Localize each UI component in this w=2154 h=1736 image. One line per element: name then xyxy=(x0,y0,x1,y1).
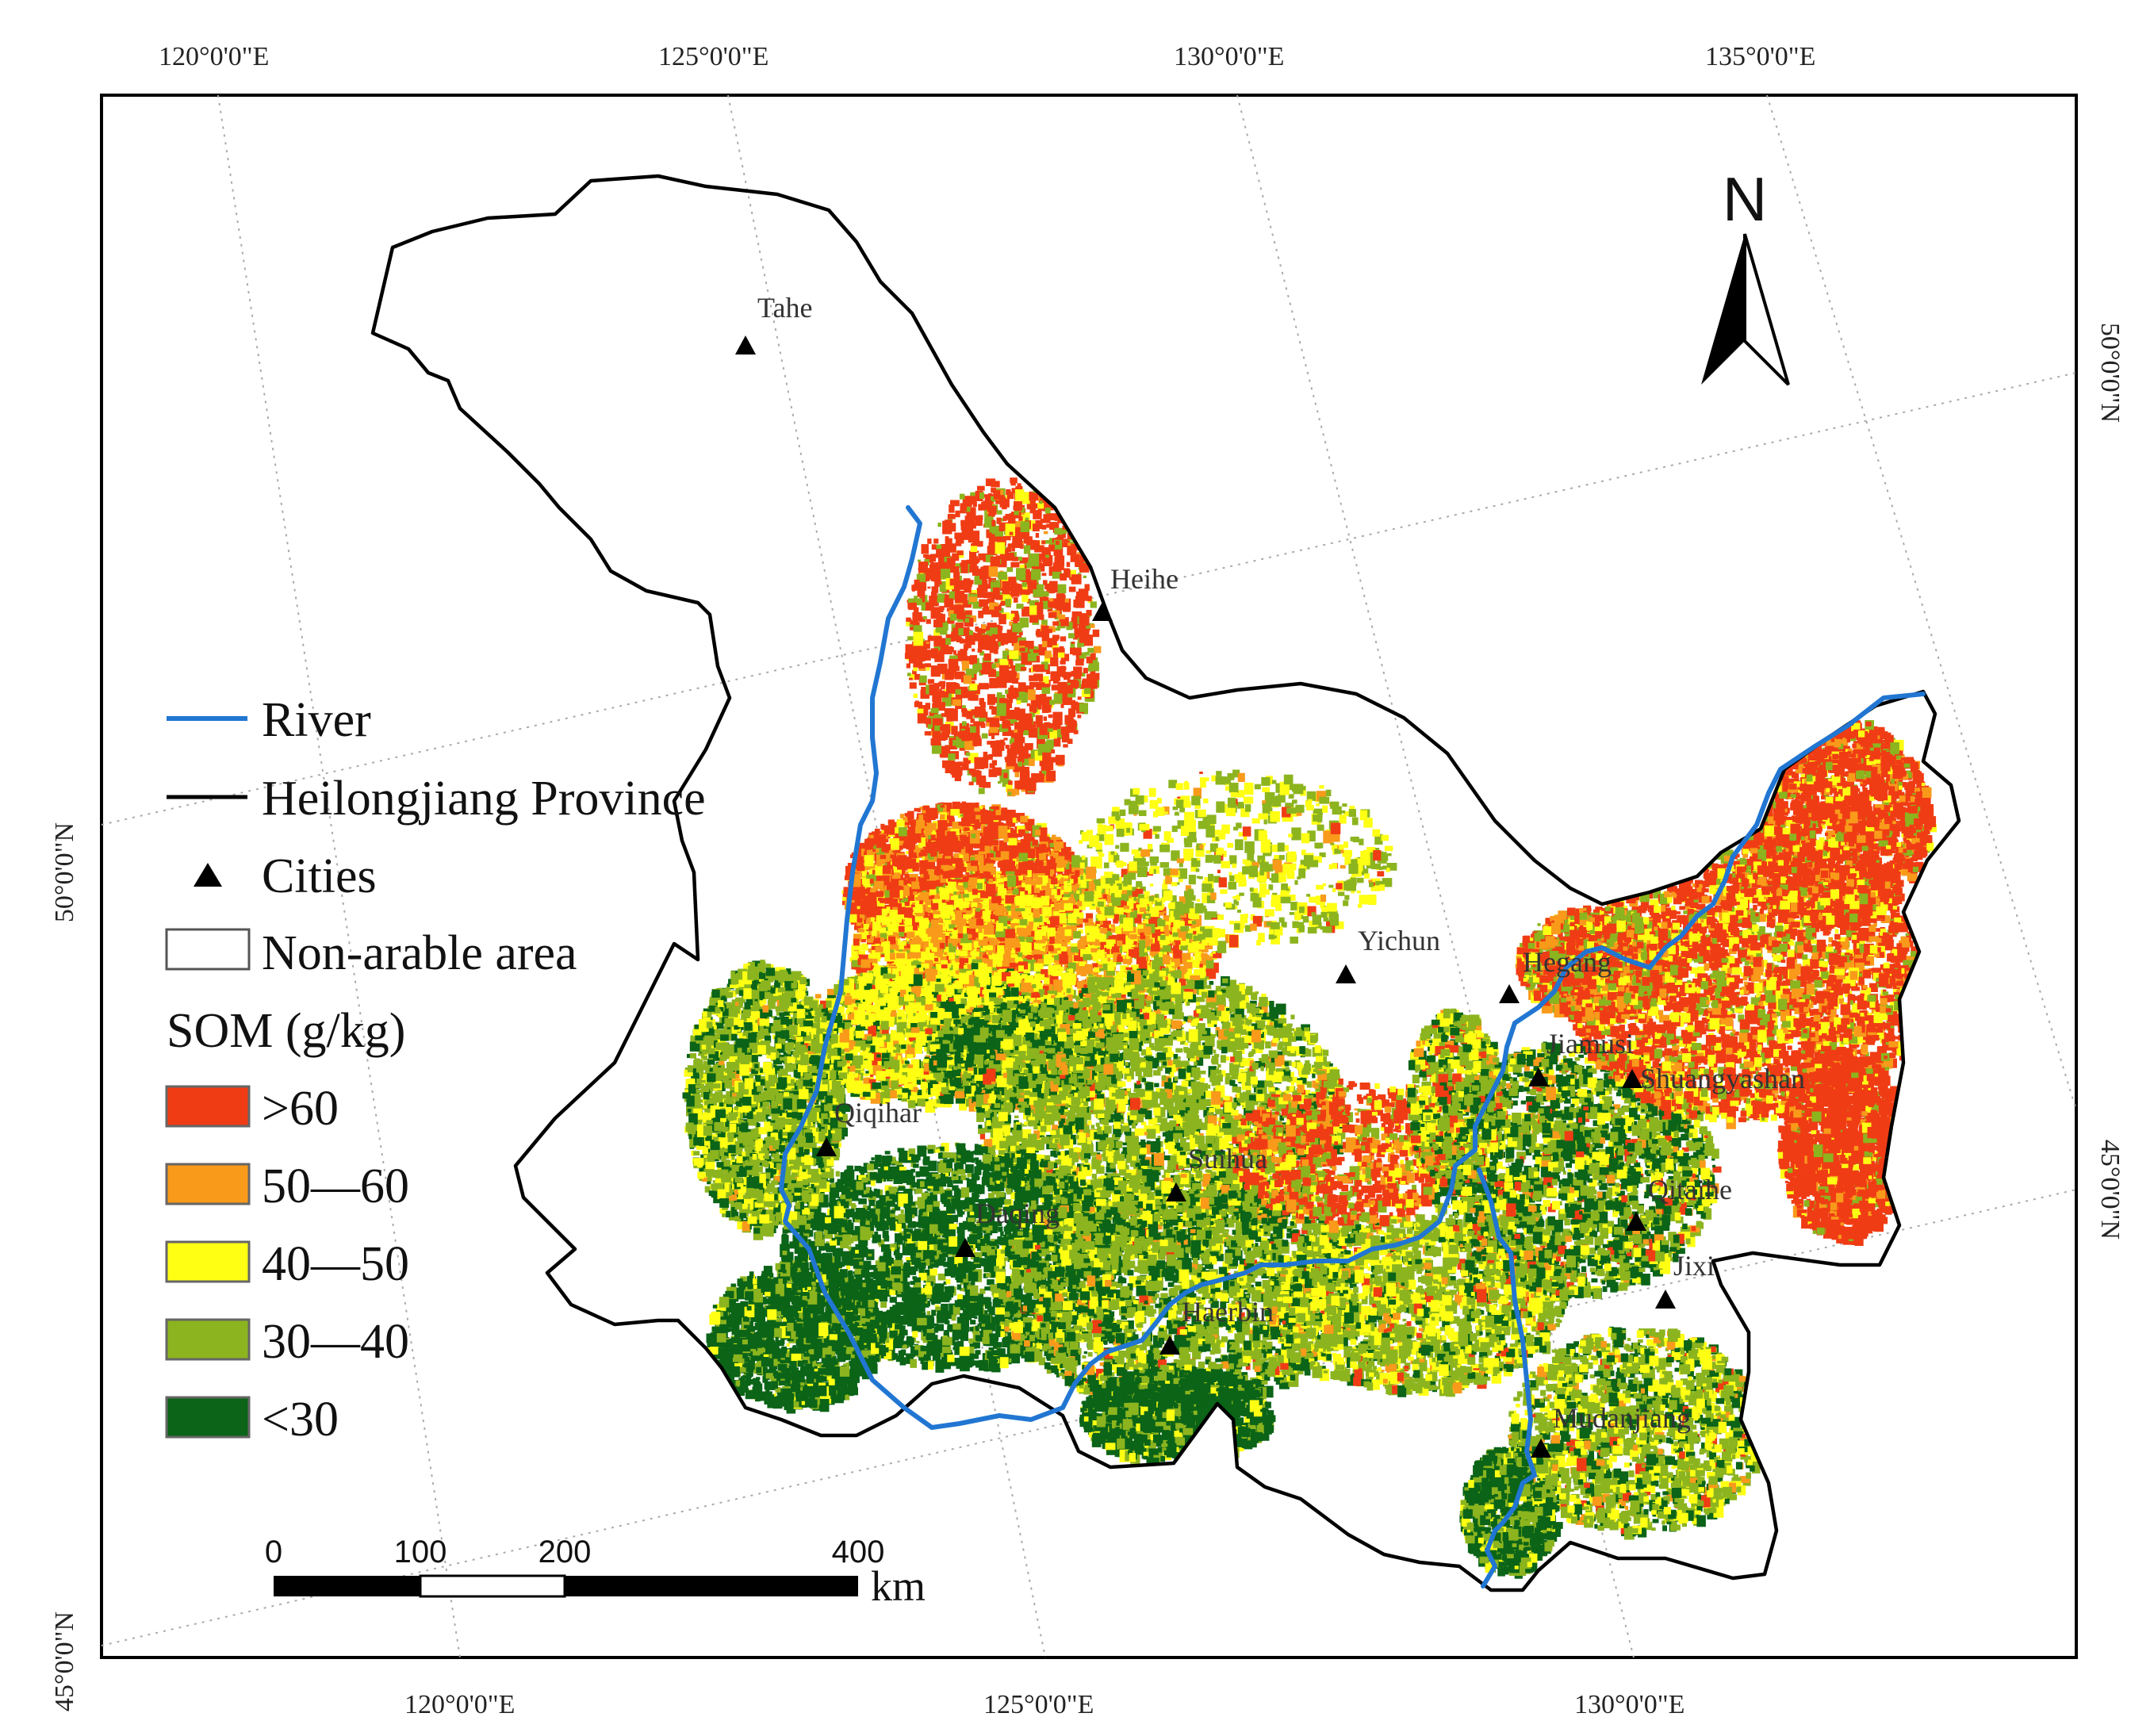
legend-swatch-40-50 xyxy=(167,1242,249,1282)
scale-segment-2 xyxy=(420,1576,565,1596)
legend-label-gt60: >60 xyxy=(262,1082,339,1136)
legend-swatch-30-40 xyxy=(167,1320,249,1359)
scale-tick-100: 100 xyxy=(394,1535,447,1569)
city-label-qitaihe: Qitaihe xyxy=(1648,1174,1732,1205)
city-label-yichun: Yichun xyxy=(1358,925,1440,956)
city-label-haerbin: Haerbin xyxy=(1182,1296,1274,1328)
scale-unit: km xyxy=(871,1562,926,1610)
legend-non-arable-swatch xyxy=(167,929,249,969)
scale-segment-3 xyxy=(565,1576,858,1596)
legend-swatch-gt60 xyxy=(167,1086,249,1126)
grat-left-45: 45°0'0"N xyxy=(50,1611,79,1711)
city-label-tahe: Tahe xyxy=(757,292,812,324)
north-label: N xyxy=(1723,164,1767,234)
grat-bottom-125: 125°0'0"E xyxy=(983,1690,1094,1719)
scale-segment-1 xyxy=(274,1576,420,1596)
grat-top-120: 120°0'0"E xyxy=(159,42,269,71)
grat-bottom-120: 120°0'0"E xyxy=(404,1690,515,1719)
grat-left-50: 50°0'0"N xyxy=(50,822,79,922)
legend-river-label: River xyxy=(262,693,371,747)
grat-right-45: 45°0'0"N xyxy=(2095,1140,2125,1240)
city-label-jiamusi: Jiamusi xyxy=(1547,1028,1634,1060)
scale-tick-0: 0 xyxy=(265,1535,282,1569)
legend-label-40-50: 40—50 xyxy=(262,1237,409,1291)
city-label-hegang: Hegang xyxy=(1523,946,1612,978)
city-label-suihua: Suihua xyxy=(1188,1143,1267,1175)
legend-som-title: SOM (g/kg) xyxy=(167,1004,405,1058)
scale-tick-200: 200 xyxy=(538,1535,592,1569)
grat-top-135: 135°0'0"E xyxy=(1705,42,1815,71)
city-label-heihe: Heihe xyxy=(1110,563,1179,595)
city-label-mudanjiang: Mudanjiang xyxy=(1553,1402,1691,1434)
city-label-jixi: Jixi xyxy=(1673,1250,1715,1282)
legend-label-lt30: <30 xyxy=(262,1393,339,1447)
legend-province-label: Heilongjiang Province xyxy=(262,772,706,826)
city-label-daqing: Daqing xyxy=(975,1198,1060,1229)
grat-top-125: 125°0'0"E xyxy=(658,42,768,71)
grat-bottom-130: 130°0'0"E xyxy=(1574,1690,1684,1719)
legend-swatch-50-60 xyxy=(167,1164,249,1204)
grat-right-50: 50°0'0"N xyxy=(2095,323,2125,423)
legend-label-50-60: 50—60 xyxy=(262,1159,409,1213)
legend-non-arable-label: Non-arable area xyxy=(262,926,577,980)
legend-swatch-lt30 xyxy=(167,1397,249,1437)
legend-label-30-40: 30—40 xyxy=(262,1315,409,1369)
grat-top-130: 130°0'0"E xyxy=(1174,42,1284,71)
city-label-shuangyashan: Shuangyashan xyxy=(1640,1063,1805,1094)
city-label-qiqihar: Qiqihar xyxy=(834,1097,922,1129)
legend-cities-label: Cities xyxy=(262,849,377,903)
